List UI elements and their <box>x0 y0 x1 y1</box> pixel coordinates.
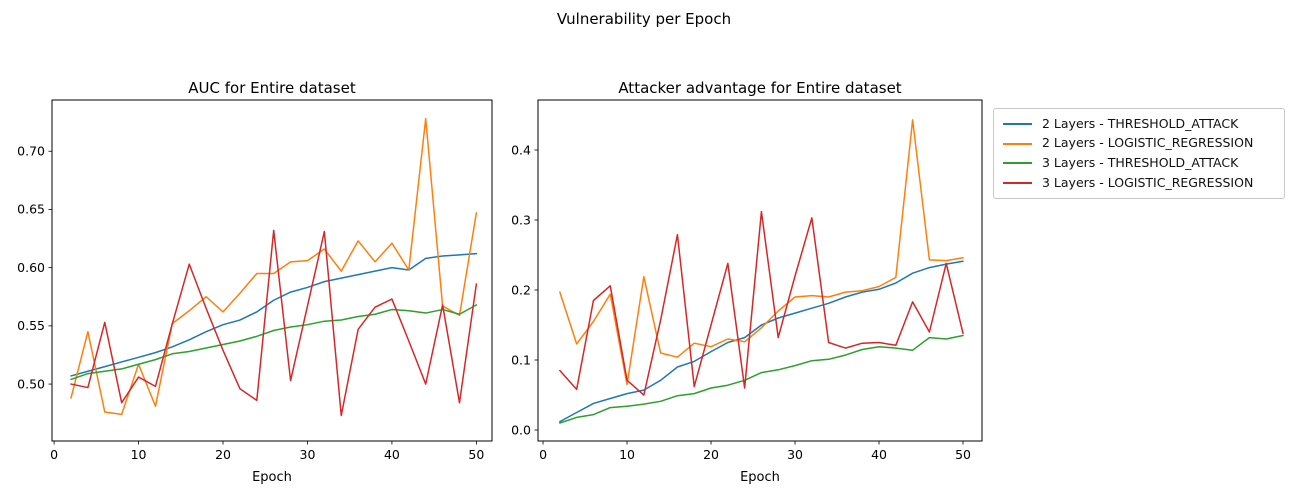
legend: 2 Layers - THRESHOLD_ATTACK 2 Layers - LO… <box>993 108 1285 199</box>
x-tick-label: 10 <box>131 447 147 462</box>
x-axis-label-advantage: Epoch <box>740 470 780 485</box>
axes-advantage: 0.0 0.1 0.2 0.3 0.4 0 10 20 30 40 50 <box>511 99 983 462</box>
series-line-2-layers-logistic-regression <box>70 117 478 416</box>
series-line-3-layers-logistic-regression <box>559 210 964 396</box>
series-line-3-layers-threshold-attack <box>559 334 964 424</box>
x-tick-label: 10 <box>619 447 635 462</box>
series-line-2-layers-threshold-attack <box>559 260 964 423</box>
legend-line-swatch <box>1003 162 1032 165</box>
series-line-3-layers-logistic-regression <box>70 229 478 417</box>
figure-title: Vulnerability per Epoch <box>557 10 731 28</box>
subplot-title-advantage: Attacker advantage for Entire dataset <box>618 79 901 97</box>
axes-frame <box>537 99 983 442</box>
x-tick-label: 0 <box>50 447 58 462</box>
y-tick-label: 0.4 <box>511 142 531 157</box>
legend-line-swatch <box>1003 182 1032 185</box>
legend-entry-3-layers-threshold-attack: 3 Layers - THRESHOLD_ATTACK <box>1003 157 1275 170</box>
legend-entry-2-layers-logistic-regression: 2 Layers - LOGISTIC_REGRESSION <box>1003 137 1275 150</box>
y-tick-label: 0.1 <box>511 352 531 367</box>
legend-entry-label: 2 Layers - LOGISTIC_REGRESSION <box>1042 135 1254 151</box>
subplot-title-auc: AUC for Entire dataset <box>188 79 356 97</box>
legend-entry-3-layers-logistic-regression: 3 Layers - LOGISTIC_REGRESSION <box>1003 174 1275 190</box>
series-line-3-layers-threshold-attack <box>70 304 478 381</box>
x-tick-label: 20 <box>215 447 231 462</box>
x-tick-label: 20 <box>703 447 719 462</box>
axes-auc: 0.50 0.55 0.60 0.65 0.70 0 10 20 30 40 50 <box>17 99 493 462</box>
y-tick-label: 0.55 <box>17 318 45 333</box>
y-tick-label: 0.70 <box>17 144 45 159</box>
x-tick-label: 30 <box>787 447 803 462</box>
y-tick-label: 0.65 <box>17 202 45 217</box>
y-tick-label: 0.2 <box>511 282 531 297</box>
legend-line-swatch <box>1003 122 1032 125</box>
series-line-2-layers-logistic-regression <box>559 119 964 386</box>
y-tick-label: 0.3 <box>511 212 531 227</box>
legend-line-swatch <box>1003 142 1032 145</box>
y-tick-label: 0.0 <box>511 422 531 437</box>
x-tick-label: 30 <box>300 447 316 462</box>
legend-entry-label: 3 Layers - LOGISTIC_REGRESSION <box>1042 174 1254 190</box>
x-tick-label: 40 <box>384 447 400 462</box>
axes-frame <box>51 99 493 442</box>
y-tick-label: 0.60 <box>17 260 45 275</box>
x-tick-label: 50 <box>468 447 484 462</box>
legend-entry-label: 2 Layers - THRESHOLD_ATTACK <box>1042 115 1239 131</box>
y-tick-label: 0.50 <box>17 376 45 391</box>
x-tick-label: 50 <box>955 447 971 462</box>
legend-entry-label: 3 Layers - THRESHOLD_ATTACK <box>1042 155 1239 171</box>
x-axis-label-auc: Epoch <box>252 470 292 485</box>
legend-entry-2-layers-threshold-attack: 2 Layers - THRESHOLD_ATTACK <box>1003 115 1275 131</box>
x-tick-label: 0 <box>539 447 547 462</box>
x-tick-label: 40 <box>871 447 887 462</box>
